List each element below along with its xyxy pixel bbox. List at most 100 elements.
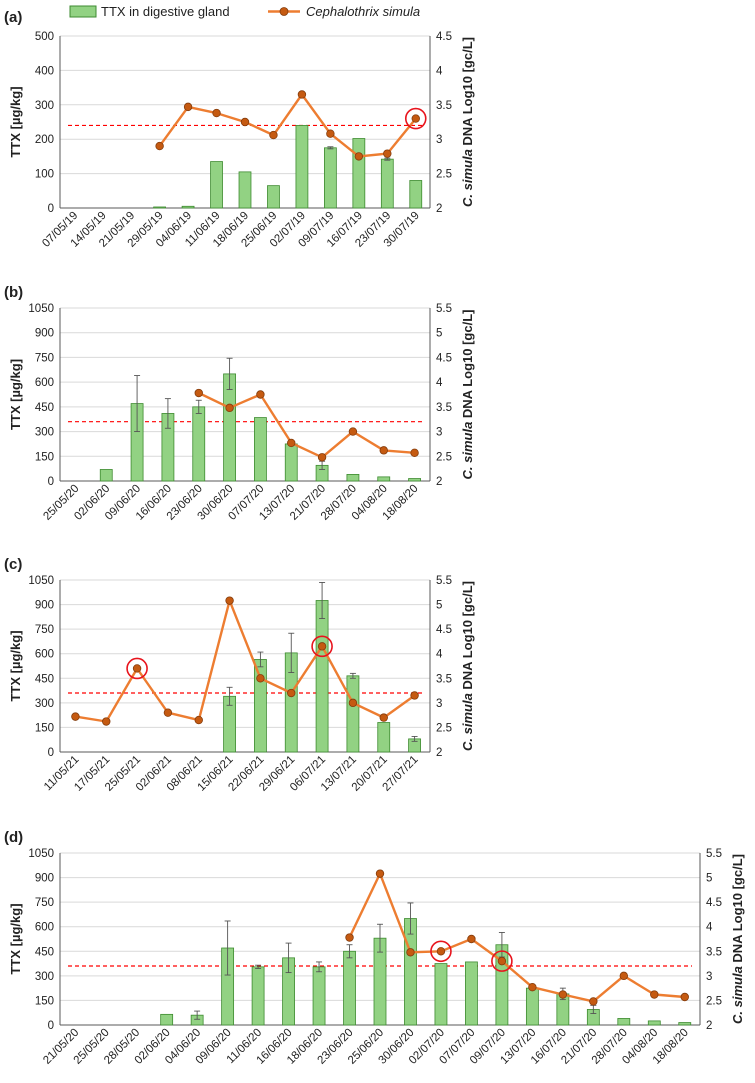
y-left-tick-label: 0 [48,1020,54,1032]
line-point [406,948,415,957]
line-point [287,688,296,698]
y-left-tick-label: 450 [35,402,54,414]
line-point [269,130,278,140]
y-right-axis-title-species: C. simula [460,422,475,480]
bar [251,966,265,1026]
bar [153,206,166,209]
legend-line-marker [279,7,289,16]
y-right-tick-label: 2 [436,747,442,759]
bar [678,1022,692,1026]
y-right-tick-label: 5.5 [436,303,452,315]
line-point [256,674,265,683]
y-right-tick-label: 4 [436,65,443,77]
line-point [225,403,234,413]
panel-label: (a) [4,9,22,26]
y-right-axis-title-species: C. simula [730,966,745,1024]
line-point [240,117,250,127]
bar [409,180,423,209]
y-right-tick-label: 2 [706,1020,712,1032]
y-left-tick-label: 1050 [28,303,54,315]
line-point [650,990,659,999]
bar [377,476,391,482]
line-point [497,956,507,966]
y-left-axis-title: TTX [µg/kg] [8,86,23,157]
y-left-tick-label: 150 [35,995,54,1007]
y-left-tick-label: 300 [35,698,54,710]
series-line [75,599,416,723]
line-point [102,717,111,726]
y-right-tick-label: 4.5 [436,31,452,43]
y-left-axis-title: TTX [µg/kg] [8,359,23,430]
line-point [348,427,358,436]
line-point [225,596,234,605]
bar [346,675,360,753]
bar [284,443,298,482]
highlight-circle [126,657,148,680]
bar [408,478,421,482]
line-point [354,152,364,161]
y-right-tick-label: 5.5 [706,848,722,860]
y-right-axis-title-unit: DNA Log10 [gc/L] [460,310,475,422]
y-left-tick-label: 300 [35,427,54,439]
y-right-tick-label: 4 [436,377,443,389]
line-point [317,642,327,651]
bar [254,659,267,753]
line-point [163,708,173,717]
bar [295,125,309,209]
bar [210,161,223,209]
y-right-tick-label: 4 [436,649,443,661]
y-right-tick-label: 2 [436,476,442,488]
line-point [183,102,193,112]
y-left-axis-title: TTX [µg/kg] [8,903,23,974]
y-right-tick-label: 4.5 [436,624,452,636]
y-left-tick-label: 300 [35,971,54,983]
bar [312,966,326,1026]
y-right-tick-label: 4 [706,922,713,934]
line-point [348,698,358,708]
bar [99,469,113,482]
bar [238,171,252,209]
bar [254,417,267,482]
highlight-circle [430,940,452,963]
bar [434,963,448,1026]
bar [343,950,356,1026]
bar [525,987,539,1026]
line-point [383,149,392,158]
y-left-tick-label: 500 [35,31,54,43]
chart-panel-4: (d) 0 150 300 450 600 750 900 1050 2 2.5 3 3.5 4 4.5 5 5… [4,829,745,1067]
y-right-tick-label: 2.5 [436,451,452,463]
line-point [410,691,419,700]
y-left-tick-label: 0 [48,476,54,488]
y-right-tick-label: 2.5 [706,995,722,1007]
line-point [379,713,388,722]
y-left-tick-label: 750 [35,897,54,909]
chart-panel-3: (c) 0 150 300 450 600 750 900 1050 2 2.5 3 3.5 4 4.5 5 5… [4,556,475,794]
y-left-axis-title: TTX [µg/kg] [8,630,23,701]
line-point [345,933,354,942]
y-left-tick-label: 1050 [28,575,54,587]
legend-line-label: Cephalothrix simula [306,4,420,19]
line-point [132,664,142,673]
bar [192,406,206,482]
legend-bar-swatch [69,5,97,18]
y-left-tick-label: 150 [35,451,54,463]
line-point [212,108,221,118]
line-point [528,982,537,992]
y-left-tick-label: 150 [35,722,54,734]
y-right-tick-label: 4.5 [436,352,452,364]
chart-panel-2: (b) 0 150 300 450 600 750 900 1050 2 2.5 3 3.5 4 4.5 5 5… [4,284,475,523]
line-point [558,990,568,999]
line-point [467,934,476,944]
y-left-tick-label: 750 [35,352,54,364]
y-left-tick-label: 900 [35,600,54,612]
highlight-circle [404,107,427,130]
bar [346,474,360,482]
line-point [436,947,446,956]
y-left-tick-label: 400 [35,65,54,77]
y-right-tick-label: 5 [436,328,442,340]
y-right-axis-title-species: C. simula [460,149,475,207]
y-left-tick-label: 900 [35,328,54,340]
line-point [379,446,388,455]
y-right-axis-title: C. simula DNA Log10 [gc/L] [730,854,745,1024]
bar [617,1018,631,1026]
